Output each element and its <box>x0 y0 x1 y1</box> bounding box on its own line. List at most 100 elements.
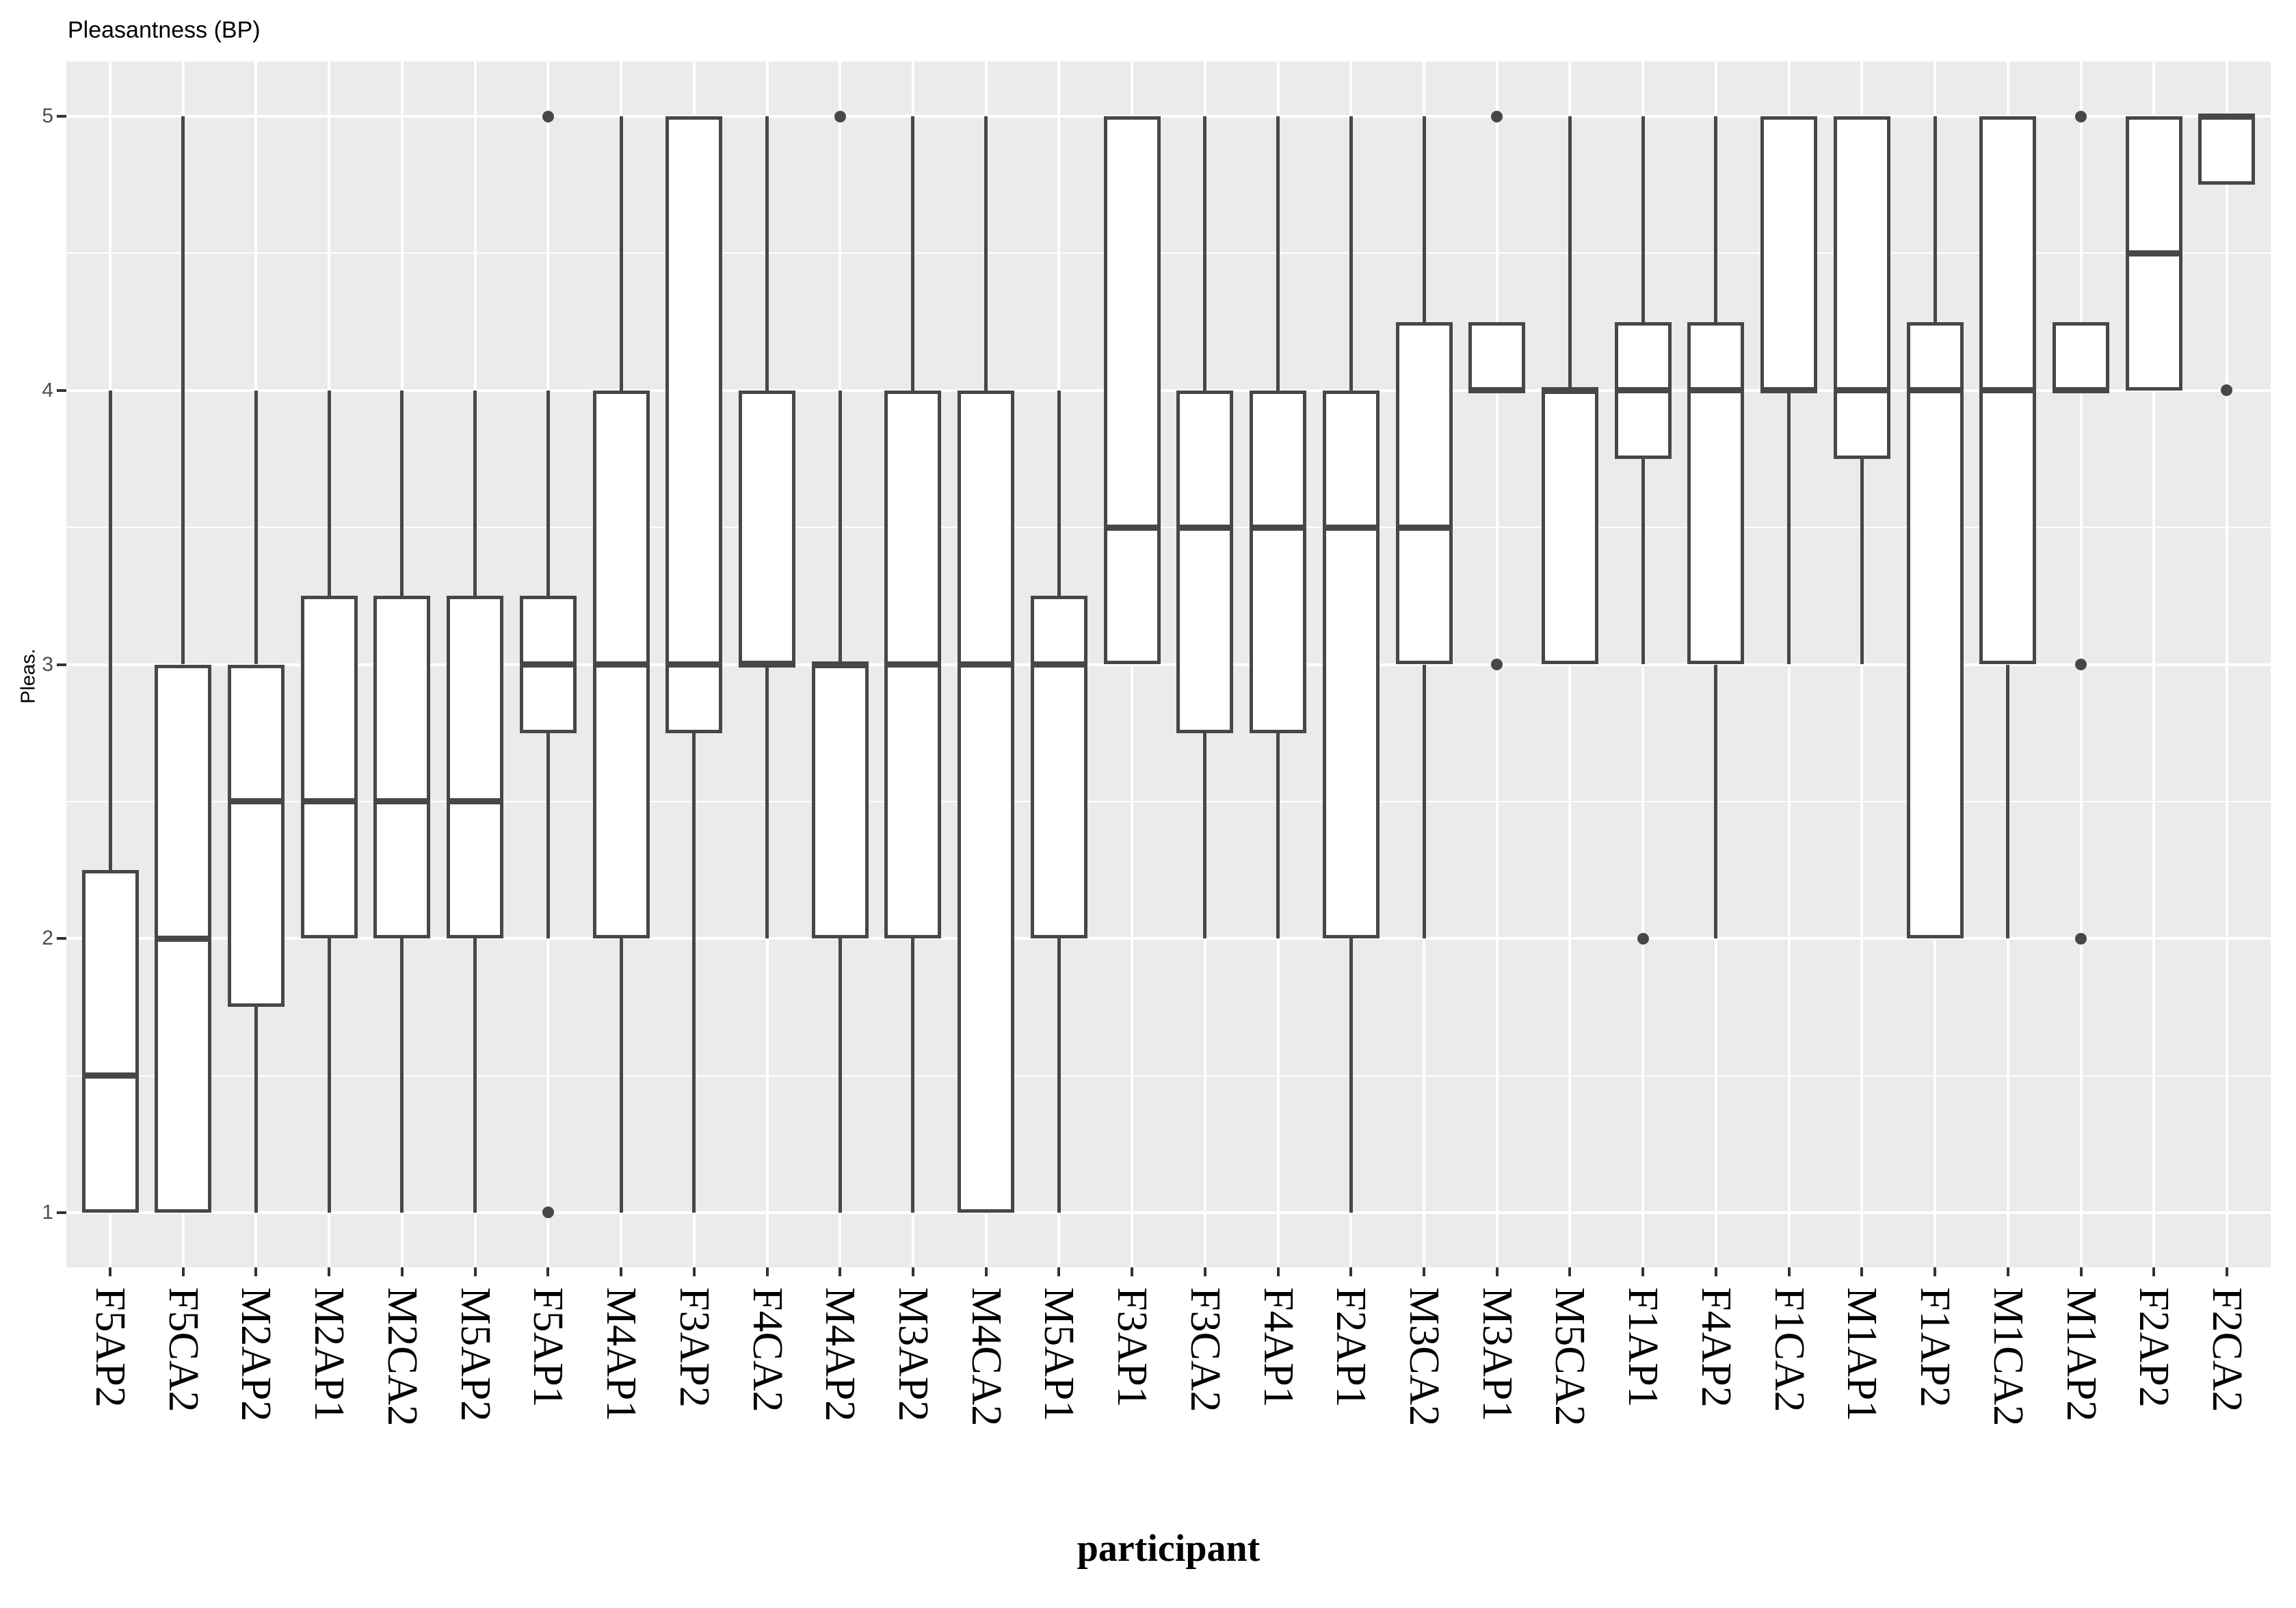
median-line <box>1176 524 1234 531</box>
median-line <box>592 661 650 668</box>
box-iqr <box>1030 596 1087 939</box>
gridline-vertical <box>1860 62 1864 1267</box>
x-tick-label-F5AP2: F5AP2 <box>87 1287 134 1408</box>
upper-whisker <box>254 390 258 665</box>
gridline-major <box>66 115 2271 118</box>
median-line <box>373 798 431 805</box>
lower-whisker <box>327 938 331 1213</box>
y-axis-title: Pleas. <box>17 648 40 704</box>
upper-whisker <box>1276 116 1280 391</box>
x-tick-label-M3CA2: M3CA2 <box>1401 1287 1448 1427</box>
x-tick-label-M2AP2: M2AP2 <box>233 1287 280 1422</box>
outlier-dot <box>2221 384 2233 397</box>
x-tick-label-F3AP1: F3AP1 <box>1109 1287 1156 1408</box>
median-line <box>1833 387 1890 394</box>
lower-whisker <box>692 733 696 1213</box>
upper-whisker <box>911 116 915 391</box>
upper-whisker <box>1422 116 1426 322</box>
median-line <box>1250 524 1307 531</box>
plot-panel <box>66 62 2271 1267</box>
outlier-dot <box>1491 110 1503 122</box>
y-tick-mark <box>57 937 66 940</box>
x-tick-mark <box>911 1267 914 1276</box>
median-line <box>811 661 869 668</box>
upper-whisker <box>1203 116 1207 391</box>
x-tick-mark <box>620 1267 623 1276</box>
gridline-major <box>66 663 2271 666</box>
y-tick-mark <box>57 1211 66 1214</box>
upper-whisker <box>473 390 477 596</box>
median-line <box>1760 387 1818 394</box>
outlier-dot <box>2075 932 2087 945</box>
box-iqr <box>739 390 796 665</box>
gridline-vertical <box>1568 62 1572 1267</box>
x-tick-label-M4CA2: M4CA2 <box>962 1287 1010 1427</box>
x-tick-label-M3AP1: M3AP1 <box>1473 1287 1520 1422</box>
x-tick-label-F3CA2: F3CA2 <box>1181 1287 1228 1412</box>
upper-whisker <box>1057 390 1061 596</box>
upper-whisker <box>327 390 331 596</box>
x-tick-mark <box>1495 1267 1499 1276</box>
lower-whisker <box>2006 664 2010 939</box>
median-line <box>2053 387 2110 394</box>
x-tick-mark <box>2006 1267 2009 1276</box>
median-line <box>1541 387 1598 394</box>
lower-whisker <box>1057 938 1061 1213</box>
x-tick-label-M5AP1: M5AP1 <box>1035 1287 1083 1422</box>
x-tick-label-M1AP2: M1AP2 <box>2057 1287 2104 1422</box>
box-iqr <box>1906 321 1964 939</box>
x-tick-label-M4AP1: M4AP1 <box>598 1287 645 1422</box>
upper-whisker <box>765 116 769 391</box>
median-line <box>1468 387 1526 394</box>
median-line <box>447 798 504 805</box>
gridline-major <box>66 937 2271 940</box>
x-tick-mark <box>1423 1267 1426 1276</box>
x-tick-label-F5CA2: F5CA2 <box>159 1287 207 1412</box>
lower-whisker <box>546 733 550 939</box>
y-tick-mark <box>57 115 66 118</box>
box-iqr <box>300 596 358 939</box>
median-line <box>1687 387 1745 394</box>
median-line <box>739 661 796 668</box>
box-iqr <box>1687 321 1745 665</box>
x-tick-mark <box>328 1267 331 1276</box>
lower-whisker <box>765 664 769 939</box>
gridline-vertical <box>2152 62 2156 1267</box>
median-line <box>1979 387 2037 394</box>
outlier-dot <box>2075 110 2087 122</box>
box-iqr <box>958 390 1015 1213</box>
box-iqr <box>811 664 869 939</box>
x-tick-mark <box>765 1267 769 1276</box>
x-tick-label-M5AP2: M5AP2 <box>451 1287 499 1422</box>
x-axis-title: participant <box>1077 1527 1261 1570</box>
x-tick-label-F2AP2: F2AP2 <box>2130 1287 2178 1408</box>
lower-whisker <box>1860 458 1864 665</box>
gridline-minor <box>66 800 2271 802</box>
x-tick-mark <box>839 1267 842 1276</box>
median-line <box>1030 661 1087 668</box>
box-iqr <box>1322 390 1380 939</box>
outlier-dot <box>542 1207 554 1219</box>
x-tick-label-F2AP1: F2AP1 <box>1328 1287 1375 1408</box>
lower-whisker <box>400 938 404 1213</box>
x-tick-label-M2AP1: M2AP1 <box>306 1287 353 1422</box>
upper-whisker <box>400 390 404 596</box>
box-iqr <box>1833 116 1890 459</box>
gridline-vertical <box>2225 62 2228 1267</box>
x-tick-mark <box>692 1267 696 1276</box>
lower-whisker <box>911 938 915 1213</box>
x-tick-mark <box>1934 1267 1937 1276</box>
median-line <box>1395 524 1453 531</box>
upper-whisker <box>1349 116 1353 391</box>
median-line <box>1322 524 1380 531</box>
upper-whisker <box>838 390 842 665</box>
box-iqr <box>2198 116 2256 185</box>
box-iqr <box>1176 390 1234 733</box>
box-iqr <box>1541 390 1598 665</box>
median-line <box>884 661 942 668</box>
outlier-dot <box>1637 932 1649 945</box>
x-tick-mark <box>254 1267 258 1276</box>
x-tick-mark <box>984 1267 988 1276</box>
y-tick-label: 4 <box>42 378 53 401</box>
